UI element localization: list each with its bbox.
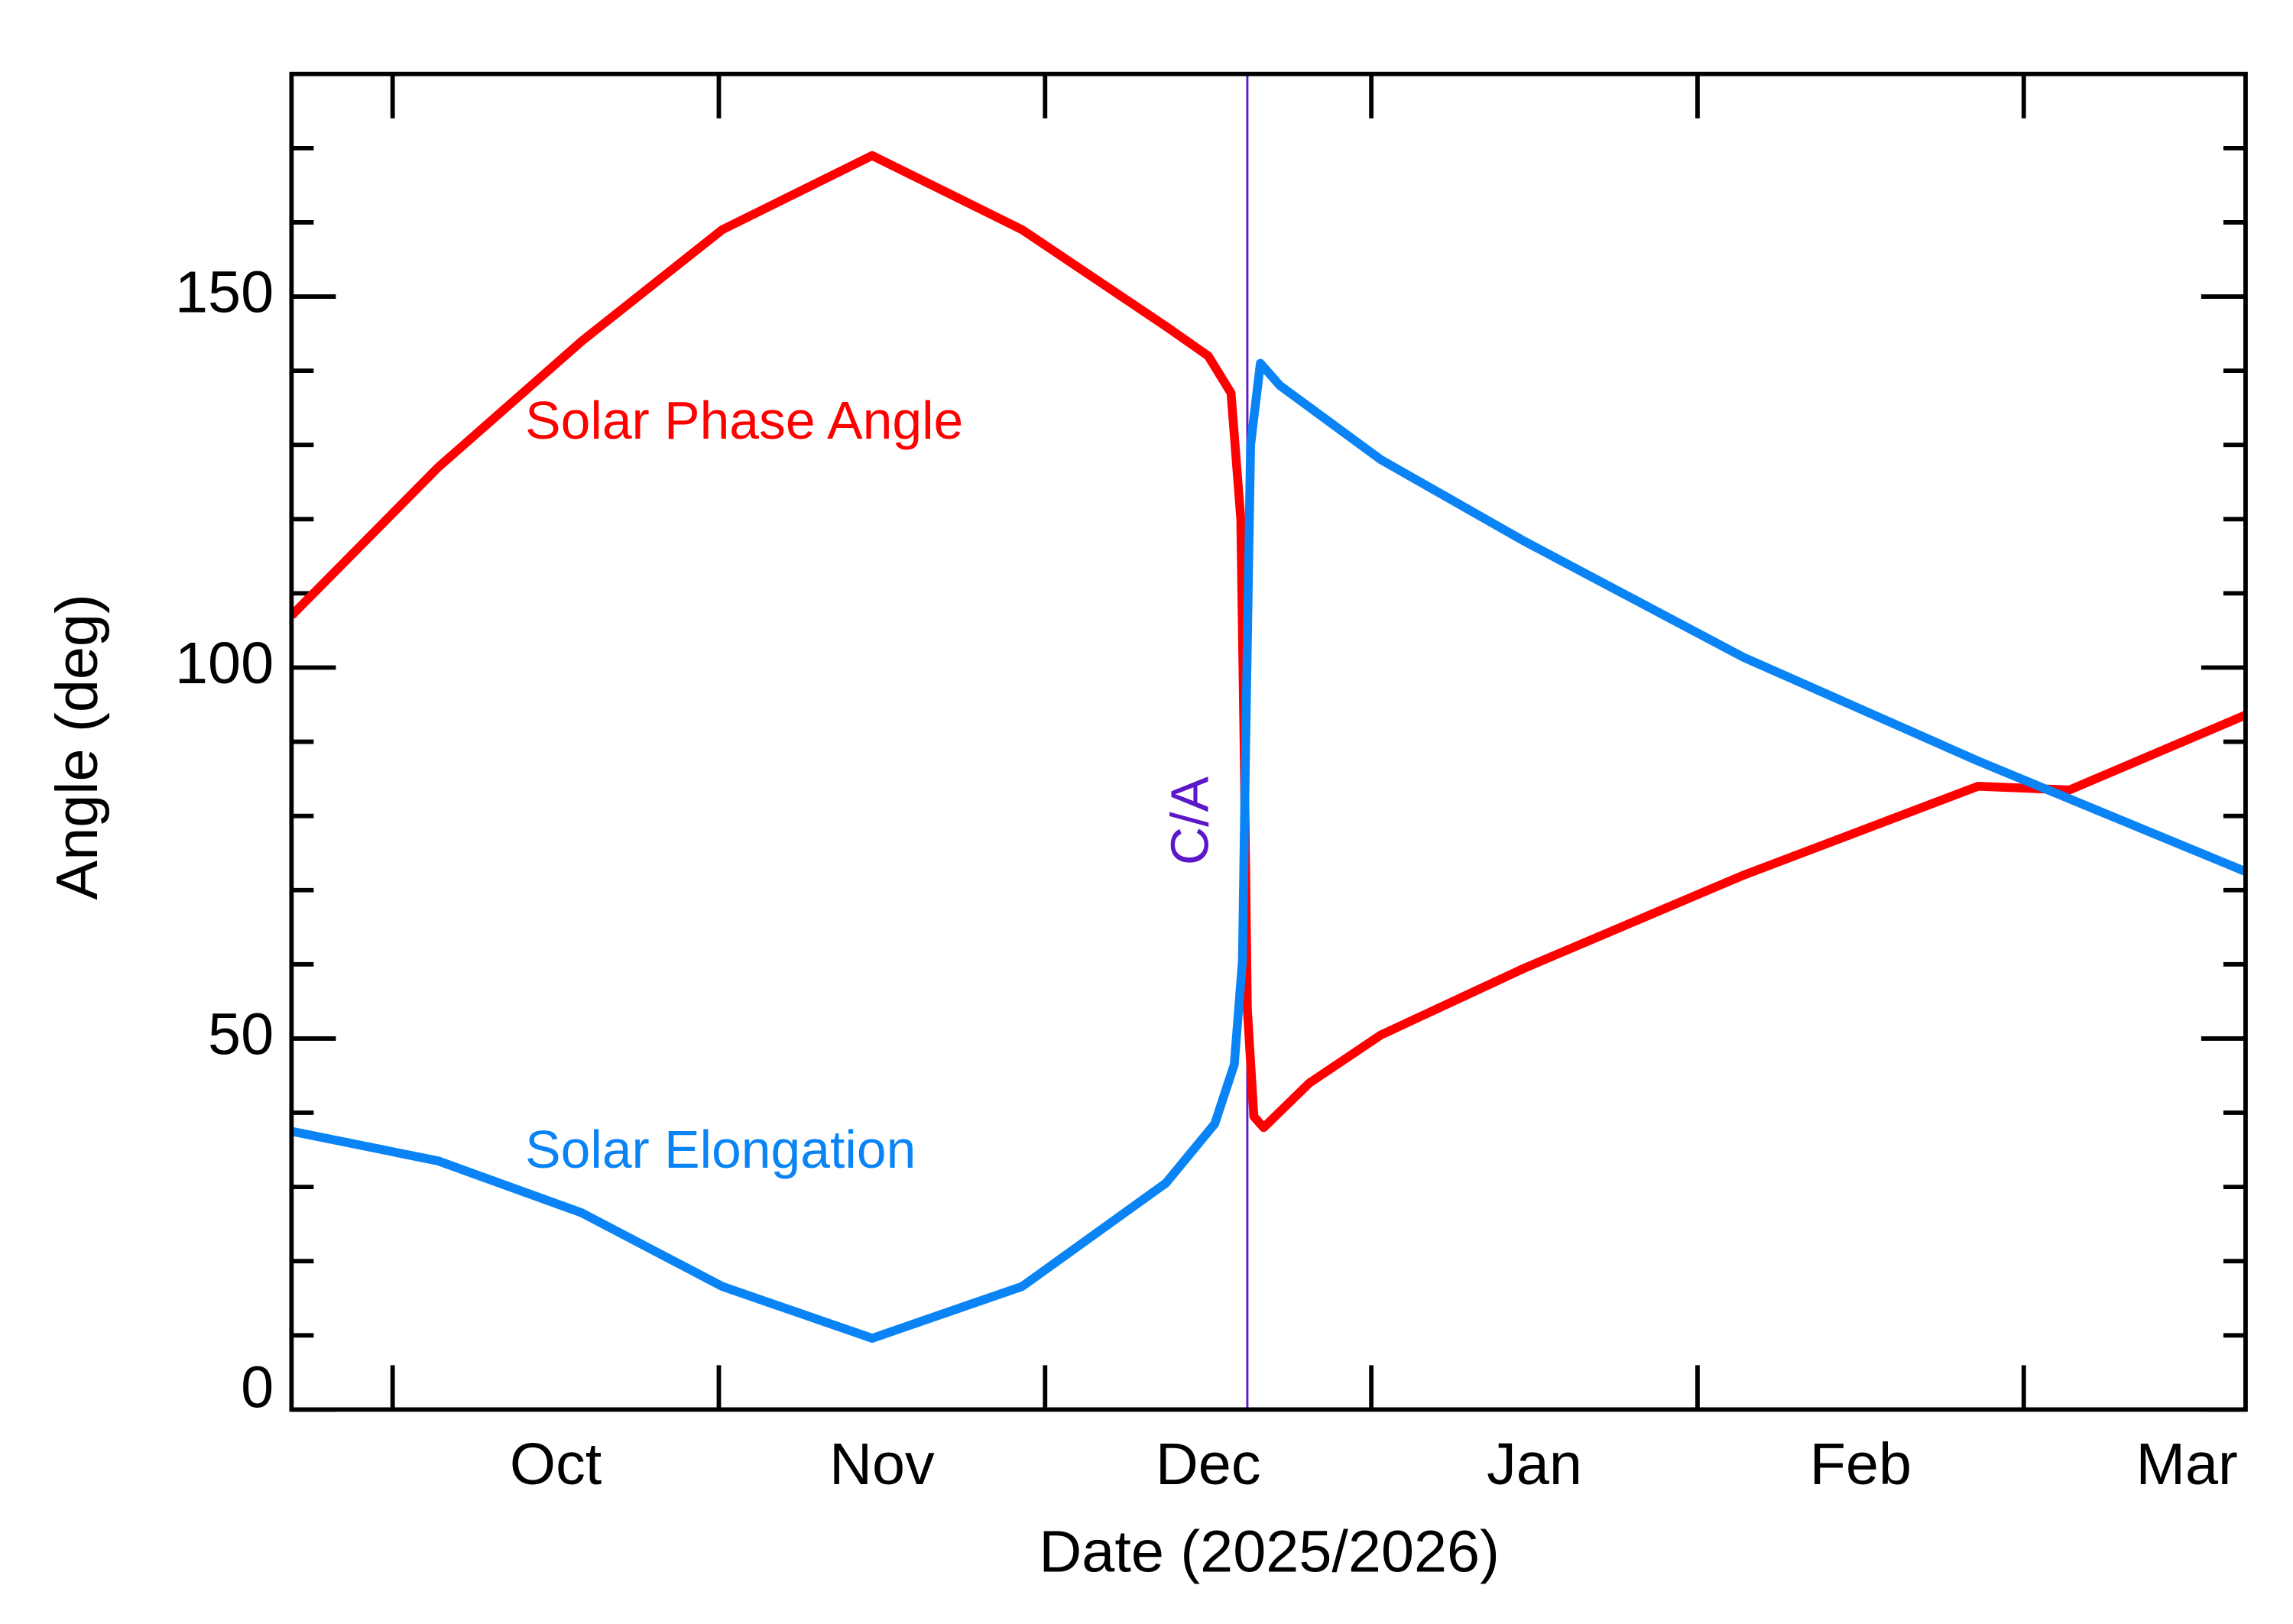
y-tick-label: 100: [175, 630, 274, 696]
series-label: Solar Phase Angle: [525, 391, 963, 450]
y-tick-label: 150: [175, 259, 274, 325]
x-axis-label: Date (2025/2026): [1039, 1519, 1499, 1584]
x-tick-label: Feb: [1810, 1431, 1912, 1497]
x-tick-label: Nov: [829, 1431, 935, 1497]
x-tick-label: Oct: [510, 1431, 602, 1497]
series-line: [291, 358, 2246, 1343]
x-tick-label: Mar: [2136, 1431, 2237, 1497]
plot-frame: [289, 71, 2248, 1412]
series-line: [291, 151, 2246, 1133]
closest-approach-label: C/A: [1160, 776, 1220, 866]
y-axis-label: Angle (deg): [44, 594, 110, 900]
x-tick-label: Jan: [1487, 1431, 1582, 1497]
series-label: Solar Elongation: [525, 1120, 916, 1179]
y-tick-label: 0: [241, 1355, 274, 1421]
x-tick-label: Dec: [1156, 1431, 1261, 1497]
y-tick-label: 50: [208, 1001, 274, 1067]
